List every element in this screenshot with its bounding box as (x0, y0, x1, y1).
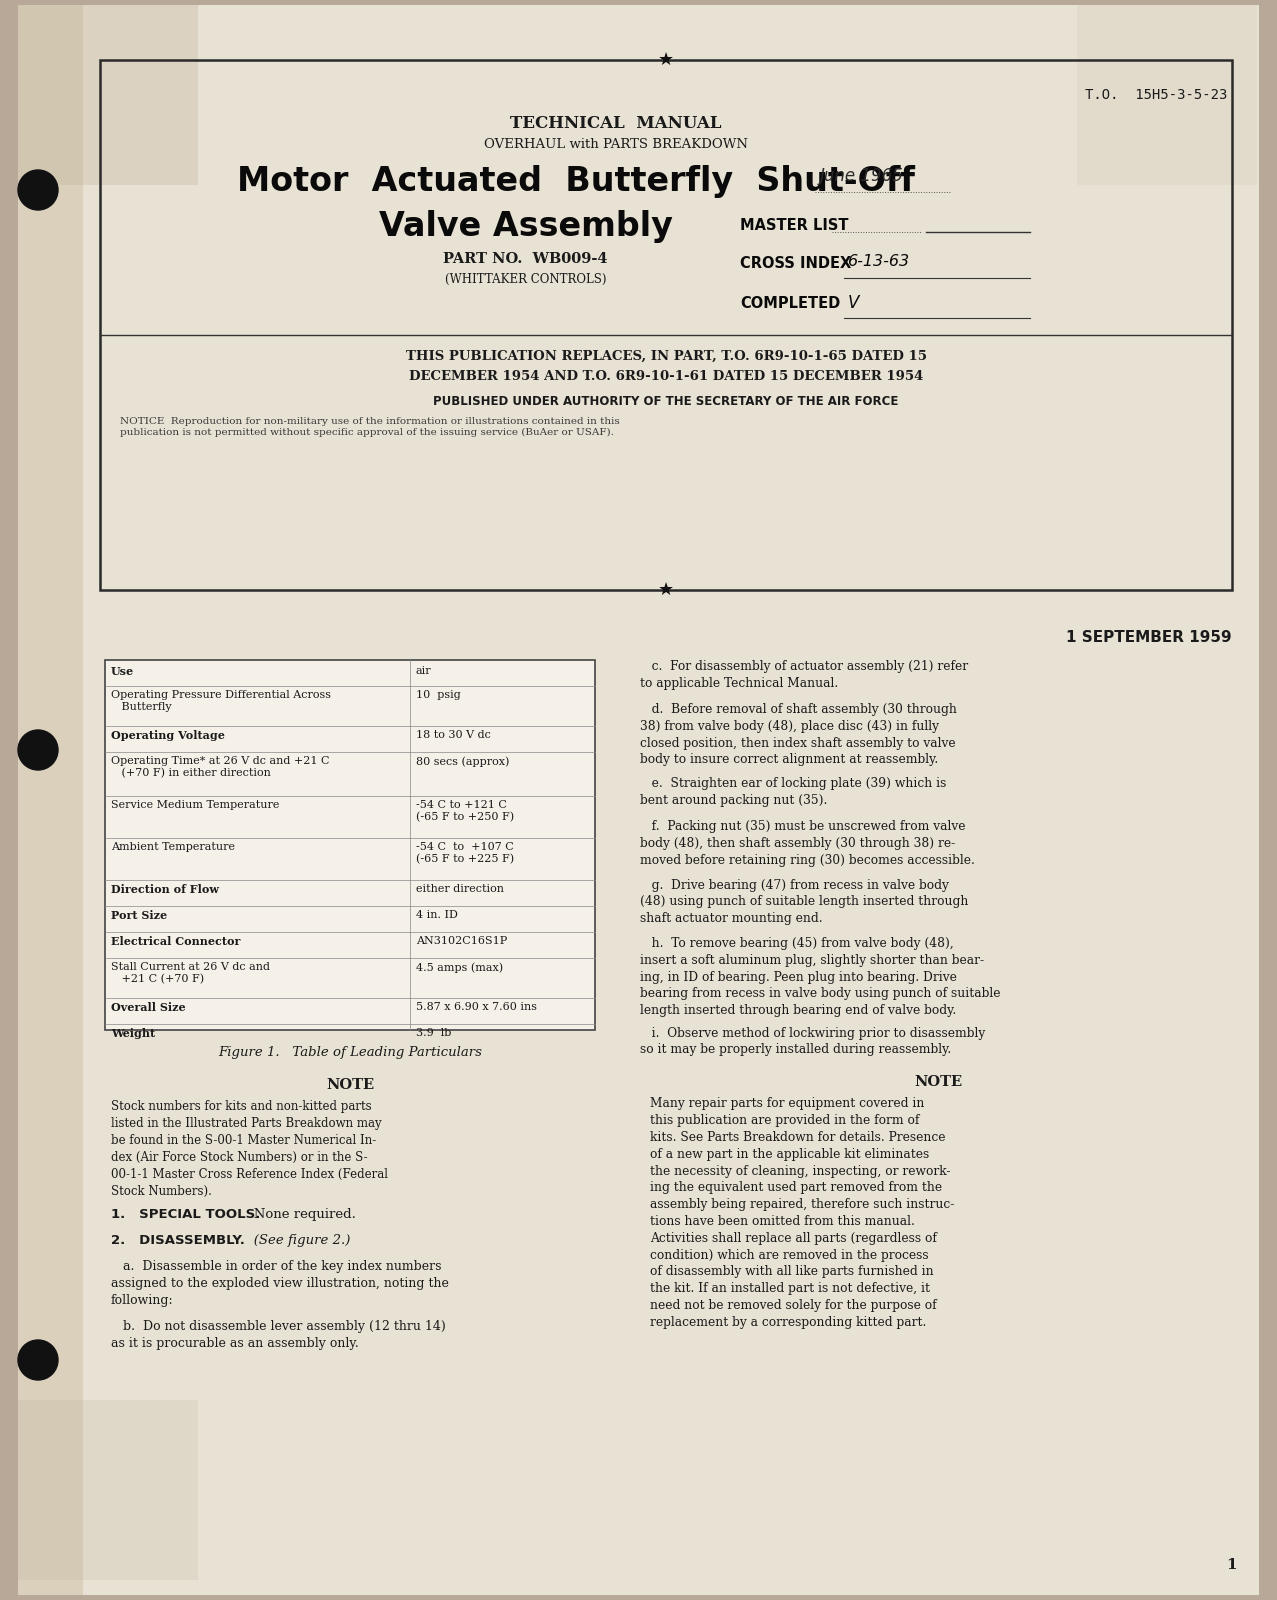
Text: ★: ★ (658, 51, 674, 69)
Text: PART NO.  WB009-4: PART NO. WB009-4 (443, 251, 608, 266)
Text: TECHNICAL  MANUAL: TECHNICAL MANUAL (511, 115, 722, 133)
Text: air: air (416, 666, 432, 675)
Text: COMPLETED: COMPLETED (739, 296, 840, 310)
Text: June 1965: June 1965 (820, 166, 904, 186)
Circle shape (18, 730, 57, 770)
Text: 2.   DISASSEMBLY.: 2. DISASSEMBLY. (111, 1234, 245, 1246)
Text: AN3102C16S1P: AN3102C16S1P (416, 936, 507, 946)
Bar (105, 659, 595, 1030)
Text: Stall Current at 26 V dc and
   +21 C (+70 F): Stall Current at 26 V dc and +21 C (+70 … (111, 962, 269, 984)
Text: MASTER LIST: MASTER LIST (739, 218, 848, 234)
Bar (1077, 5, 1257, 186)
Text: either direction: either direction (416, 883, 504, 894)
Text: Stock numbers for kits and non-kitted parts
listed in the Illustrated Parts Brea: Stock numbers for kits and non-kitted pa… (111, 1101, 388, 1198)
Text: DECEMBER 1954 AND T.O. 6R9-10-1-61 DATED 15 DECEMBER 1954: DECEMBER 1954 AND T.O. 6R9-10-1-61 DATED… (409, 370, 923, 382)
Text: e.  Straighten ear of locking plate (39) which is
bent around packing nut (35).: e. Straighten ear of locking plate (39) … (640, 778, 946, 806)
Text: Operating Time* at 26 V dc and +21 C
   (+70 F) in either direction: Operating Time* at 26 V dc and +21 C (+7… (111, 757, 329, 778)
Text: 18 to 30 V dc: 18 to 30 V dc (416, 730, 490, 739)
Text: Valve Assembly: Valve Assembly (378, 210, 673, 243)
Text: d.  Before removal of shaft assembly (30 through
38) from valve body (48), place: d. Before removal of shaft assembly (30 … (640, 702, 956, 766)
Text: PUBLISHED UNDER AUTHORITY OF THE SECRETARY OF THE AIR FORCE: PUBLISHED UNDER AUTHORITY OF THE SECRETA… (433, 395, 899, 408)
Text: OVERHAUL with PARTS BREAKDOWN: OVERHAUL with PARTS BREAKDOWN (484, 138, 748, 150)
Text: THIS PUBLICATION REPLACES, IN PART, T.O. 6R9-10-1-65 DATED 15: THIS PUBLICATION REPLACES, IN PART, T.O.… (406, 350, 927, 363)
Text: None required.: None required. (241, 1208, 356, 1221)
Text: ★: ★ (658, 581, 674, 598)
Text: 4 in. ID: 4 in. ID (416, 910, 458, 920)
Text: Ambient Temperature: Ambient Temperature (111, 842, 235, 851)
Text: Motor  Actuated  Butterfly  Shut-Off: Motor Actuated Butterfly Shut-Off (236, 165, 914, 198)
Text: Weight: Weight (111, 1029, 155, 1038)
Text: 10  psig: 10 psig (416, 690, 461, 701)
Text: Service Medium Temperature: Service Medium Temperature (111, 800, 280, 810)
Bar (100, 59, 1232, 590)
Text: -54 C to +121 C
(-65 F to +250 F): -54 C to +121 C (-65 F to +250 F) (416, 800, 515, 822)
Text: Operating Pressure Differential Across
   Butterfly: Operating Pressure Differential Across B… (111, 690, 331, 712)
Circle shape (18, 1341, 57, 1379)
Text: NOTE: NOTE (914, 1075, 963, 1088)
Text: i.  Observe method of lockwiring prior to disassembly
so it may be properly inst: i. Observe method of lockwiring prior to… (640, 1027, 986, 1056)
Text: CROSS INDEX: CROSS INDEX (739, 256, 852, 270)
Text: Figure 1.   Table of Leading Particulars: Figure 1. Table of Leading Particulars (218, 1046, 481, 1059)
Text: -54 C  to  +107 C
(-65 F to +225 F): -54 C to +107 C (-65 F to +225 F) (416, 842, 515, 864)
Text: 1: 1 (1226, 1558, 1237, 1571)
Text: h.  To remove bearing (45) from valve body (48),
insert a soft aluminum plug, sl: h. To remove bearing (45) from valve bod… (640, 938, 1000, 1018)
Text: Electrical Connector: Electrical Connector (111, 936, 240, 947)
Text: 80 secs (approx): 80 secs (approx) (416, 757, 510, 766)
Text: f.  Packing nut (35) must be unscrewed from valve
body (48), then shaft assembly: f. Packing nut (35) must be unscrewed fr… (640, 819, 974, 867)
Text: (See figure 2.): (See figure 2.) (241, 1234, 350, 1246)
Bar (18, 5, 198, 186)
Text: Use: Use (111, 666, 134, 677)
Text: 6-13-63: 6-13-63 (848, 254, 911, 269)
Text: T.O.  15H5-3-5-23: T.O. 15H5-3-5-23 (1084, 88, 1227, 102)
Text: Operating Voltage: Operating Voltage (111, 730, 225, 741)
Text: c.  For disassembly of actuator assembly (21) refer
to applicable Technical Manu: c. For disassembly of actuator assembly … (640, 659, 968, 690)
Text: g.  Drive bearing (47) from recess in valve body
(48) using punch of suitable le: g. Drive bearing (47) from recess in val… (640, 878, 968, 925)
Text: Overall Size: Overall Size (111, 1002, 185, 1013)
Bar (18, 5, 83, 1595)
Text: V: V (848, 294, 859, 312)
Text: Port Size: Port Size (111, 910, 167, 922)
Text: Direction of Flow: Direction of Flow (111, 883, 218, 894)
Text: Many repair parts for equipment covered in
this publication are provided in the : Many repair parts for equipment covered … (650, 1098, 954, 1330)
Text: 1 SEPTEMBER 1959: 1 SEPTEMBER 1959 (1066, 630, 1232, 645)
Text: 1.   SPECIAL TOOLS.: 1. SPECIAL TOOLS. (111, 1208, 261, 1221)
Text: 4.5 amps (max): 4.5 amps (max) (416, 962, 503, 973)
Text: 5.87 x 6.90 x 7.60 ins: 5.87 x 6.90 x 7.60 ins (416, 1002, 538, 1013)
Text: a.  Disassemble in order of the key index numbers
assigned to the exploded view : a. Disassemble in order of the key index… (111, 1261, 450, 1307)
Text: (WHITTAKER CONTROLS): (WHITTAKER CONTROLS) (444, 274, 607, 286)
Circle shape (18, 170, 57, 210)
Text: NOTE: NOTE (326, 1078, 374, 1091)
Text: b.  Do not disassemble lever assembly (12 thru 14)
as it is procurable as an ass: b. Do not disassemble lever assembly (12… (111, 1320, 446, 1350)
Text: 3.9  lb: 3.9 lb (416, 1029, 451, 1038)
Text: NOTICE  Reproduction for non-military use of the information or illustrations co: NOTICE Reproduction for non-military use… (120, 418, 619, 437)
Bar (18, 1400, 198, 1581)
